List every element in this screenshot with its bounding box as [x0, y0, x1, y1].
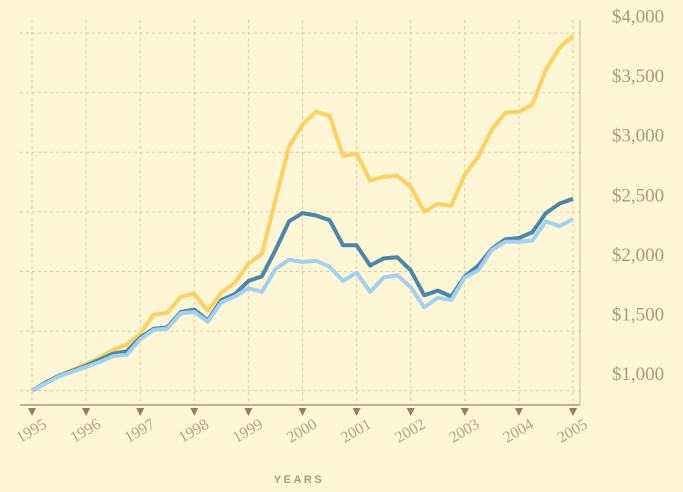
x-tick-mark — [406, 408, 415, 416]
y-tick-label: $2,000 — [612, 245, 664, 266]
x-tick-mark — [136, 408, 145, 416]
y-tick-label: $1,000 — [612, 364, 664, 385]
x-tick-mark — [28, 408, 36, 416]
series-line — [30, 34, 575, 393]
x-tick-mark — [514, 408, 523, 416]
y-tick-label: $3,000 — [612, 126, 664, 147]
y-tick-label: $3,500 — [612, 66, 664, 87]
y-tick-label: $4,000 — [612, 6, 664, 27]
series-line — [31, 217, 574, 393]
x-tick-mark — [298, 408, 307, 416]
x-tick-mark — [460, 408, 469, 416]
y-tick-label: $2,500 — [612, 185, 664, 206]
y-tick-label: $1,500 — [612, 304, 664, 325]
x-tick-mark — [190, 408, 199, 416]
x-axis-label: YEARS — [274, 474, 324, 486]
x-tick-mark — [569, 408, 577, 416]
x-tick-mark — [352, 408, 361, 416]
x-tick-mark — [244, 408, 253, 416]
x-tick-mark — [82, 408, 91, 416]
